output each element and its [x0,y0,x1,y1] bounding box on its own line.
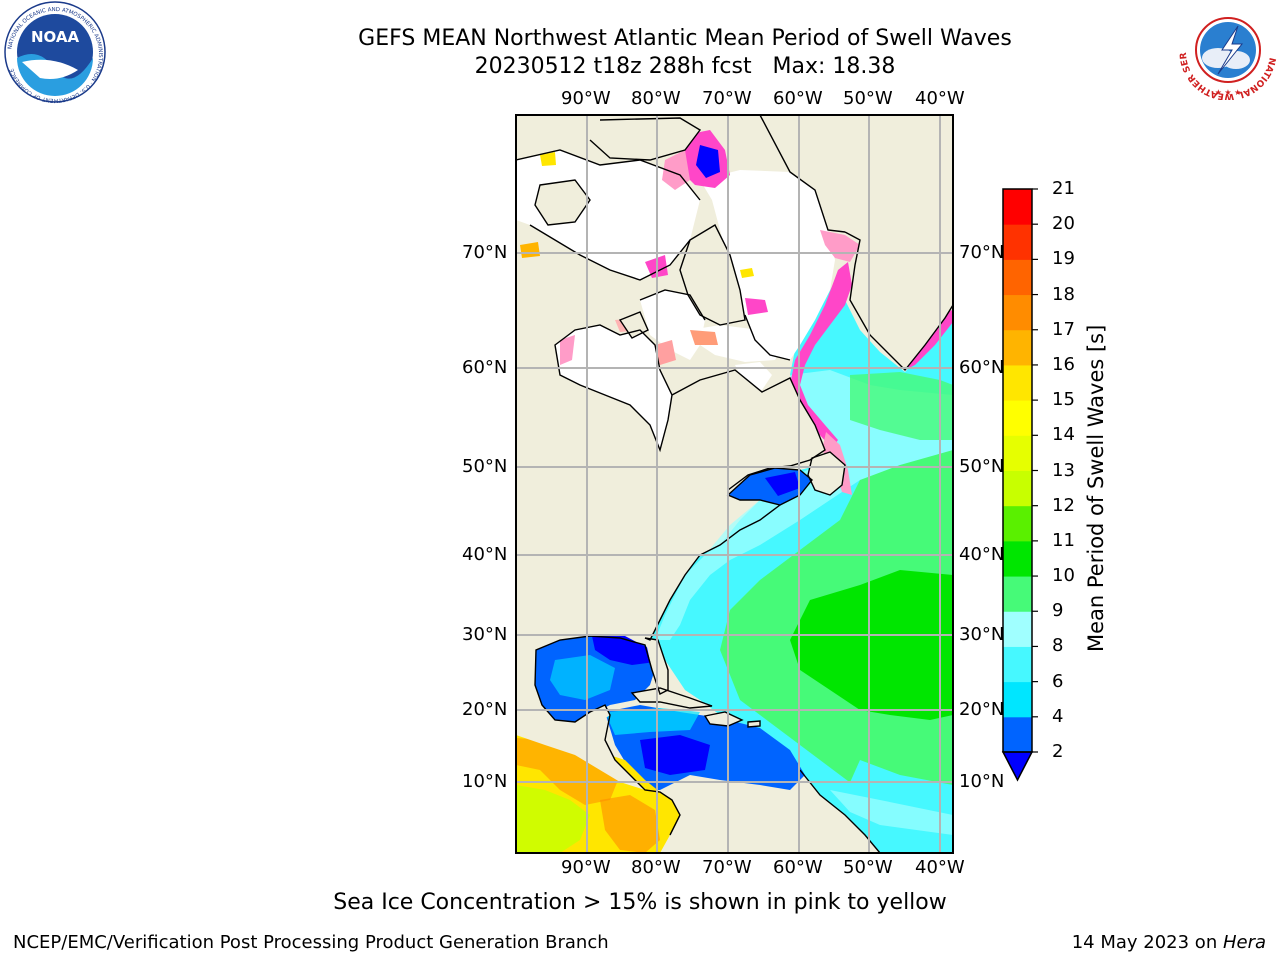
lon-label-bottom-80w: 80°W [631,857,681,878]
colorbar-bin-2-4 [1003,716,1032,753]
footer-date-text: 14 May 2023 on [1071,932,1223,953]
newfoundland [808,452,845,495]
lat-label-right-50n: 50°N [959,456,1005,477]
victoria-island [535,180,590,225]
lat-label-left-10n: 10°N [462,771,508,792]
colorbar-tick-label: 13 [1052,459,1075,481]
colorbar-tick-label: 15 [1052,389,1075,411]
colorbar-tick-label: 21 [1052,178,1075,199]
colorbar-bin-13-14 [1003,435,1032,471]
lat-label-left-60n: 60°N [462,357,508,378]
colorbar-bin-17-18 [1003,294,1032,331]
colorbar-bin-16-17 [1003,329,1032,366]
colorbar-bin-15-16 [1003,364,1032,401]
lat-label-right-70n: 70°N [959,242,1005,263]
lon-label-top-60w: 60°W [773,88,823,109]
colorbar-tick-label: 12 [1052,494,1075,516]
colorbar-tick-label: 14 [1052,424,1075,446]
lat-label-right-10n: 10°N [959,771,1005,792]
map-layers [516,115,953,853]
colorbar-tick-label: 4 [1052,705,1064,727]
ocean-green-10 [790,570,953,720]
lon-label-bottom-70w: 70°W [702,857,752,878]
colorbar-bin-11-12 [1003,505,1032,542]
central-america [516,690,645,790]
lat-label-right-30n: 30°N [959,624,1005,645]
graticule [516,115,953,853]
gulf-cyan [550,655,615,700]
hispaniola [705,712,742,726]
sea-ice-note: Sea Ice Concentration > 15% is shown in … [333,890,947,915]
lat-label-left-40n: 40°N [462,544,508,565]
gulf-deep [592,636,655,665]
colorbar-tick-label: 9 [1052,600,1064,622]
ocean-light-band [655,370,953,640]
lat-label-right-20n: 20°N [959,699,1005,720]
colorbar-bin-10-11 [1003,540,1032,577]
footer-host: Hera [1222,932,1266,953]
lon-label-bottom-90w: 90°W [561,857,611,878]
nws-logo: NATIONAL WEATHER SERVICE ★ ★ ★ [1178,0,1277,100]
caribbean-cyan [605,708,700,735]
footer-credit: NCEP/EMC/Verification Post Processing Pr… [13,932,609,953]
colorbar [1001,188,1038,782]
baffin-bay [700,170,835,360]
lon-label-bottom-40w: 40°W [915,857,965,878]
colorbar-bin-4-6 [1003,681,1032,718]
lat-label-left-70n: 70°N [462,242,508,263]
st-lawrence-deep [765,472,800,496]
colorbar-bin-18-19 [1003,259,1032,296]
map-title: GEFS MEAN Northwest Atlantic Mean Period… [358,26,1012,51]
greenland [760,115,953,370]
labrador [662,370,825,490]
lat-label-right-60n: 60°N [959,357,1005,378]
lon-label-top-90w: 90°W [561,88,611,109]
cuba [632,688,712,708]
lon-label-top-50w: 50°W [843,88,893,109]
colorbar-tick-label: 2 [1052,741,1064,762]
colorbar-tick-label: 6 [1052,670,1064,692]
colorbar-tick-label: 16 [1052,353,1075,375]
lat-label-right-40n: 40°N [959,544,1005,565]
colorbar-label: Mean Period of Swell Waves [s] [1084,324,1108,652]
colorbar-tick-label: 20 [1052,213,1075,235]
colorbar-bin-6-8 [1003,646,1032,683]
lat-label-left-50n: 50°N [462,456,508,477]
lon-label-top-40w: 40°W [915,88,965,109]
svg-text:★ ★ ★: ★ ★ ★ [1215,88,1242,97]
colorbar-tick-label: 17 [1052,318,1075,340]
ocean-green-north [850,372,953,440]
colorbar-bin-12-13 [1003,470,1032,507]
lon-label-bottom-50w: 50°W [843,857,893,878]
south-america-green [516,785,590,853]
lat-label-left-30n: 30°N [462,624,508,645]
south-america-orange2 [600,795,660,853]
colorbar-bin-19-20 [1003,224,1032,260]
colorbar-bin-9-10 [1003,576,1032,612]
colorbar-bin-20-21 [1003,189,1032,225]
lat-label-left-20n: 20°N [462,699,508,720]
map-frame [515,114,954,854]
lon-label-bottom-60w: 60°W [773,857,823,878]
colorbar-under-arrow [1001,751,1034,782]
map-subtitle: 20230512 t18z 288h fcst Max: 18.38 [474,54,896,79]
colorbar-bin-8-9 [1003,611,1032,647]
lon-label-top-70w: 70°W [702,88,752,109]
noaa-logo-text: NOAA [31,28,80,46]
puerto-rico [748,721,760,727]
ocean-light-south [830,790,953,835]
colorbar-tick-label: 8 [1052,635,1064,657]
colorbar-tick-label: 19 [1052,248,1075,270]
colorbar-tick-label: 11 [1052,529,1075,551]
colorbar-bin-14-15 [1003,400,1032,436]
lon-label-top-80w: 80°W [631,88,681,109]
ellesmere-island [590,118,700,160]
colorbar-tick-label: 18 [1052,283,1075,305]
colorbar-tick-label: 10 [1052,565,1075,587]
noaa-logo: NOAA NATIONAL OCEANIC AND ATMOSPHERIC AD… [4,1,106,103]
hudson-bay [555,325,672,450]
footer-date: 14 May 2023 on Hera [1072,932,1266,953]
south-america-orange [516,738,620,805]
